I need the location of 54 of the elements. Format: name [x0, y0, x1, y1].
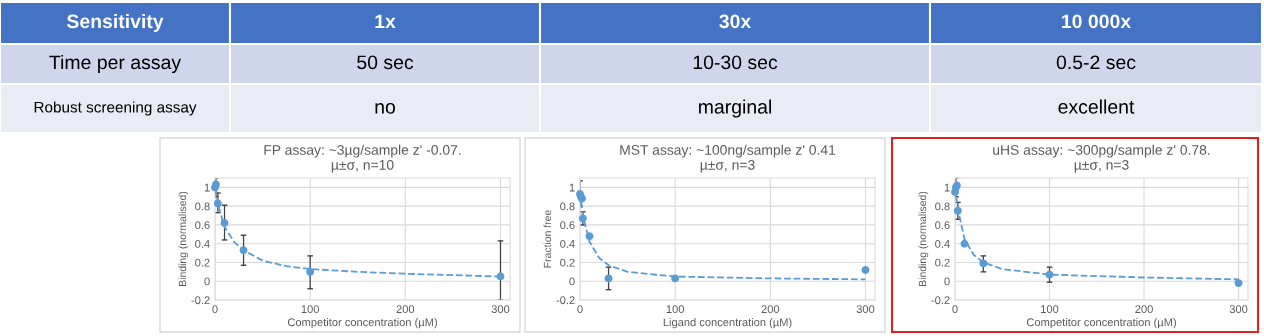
text: Time per assay	[49, 54, 182, 74]
x-tick-label: 100	[301, 305, 319, 314]
x-tick-label: 200	[396, 305, 415, 314]
y-tick-label: -0.2	[191, 296, 210, 305]
x-tick-label: 0	[952, 305, 958, 314]
y-tick-label: 0.2	[935, 258, 950, 267]
text: Robust screening assay	[34, 101, 197, 116]
x-axis-title: Ligand concentration (µM)	[663, 318, 792, 329]
text: 1x	[375, 14, 396, 29]
y-tick-label: -0.2	[931, 296, 950, 305]
y-tick-label: 0.4	[560, 239, 575, 248]
y-axis-title: Binding (normalised)	[178, 191, 189, 286]
y-tick-label: 0.2	[560, 258, 575, 267]
x-tick-label: 100	[666, 305, 684, 314]
x-tick-label: 0	[577, 305, 583, 314]
y-tick-label: 0	[204, 277, 210, 286]
text: no	[375, 103, 395, 114]
y-tick-label: 0.2	[195, 258, 210, 267]
y-tick-label: 0.4	[195, 239, 210, 248]
y-axis-title: Binding (normalised)	[918, 191, 929, 286]
x-tick-label: 300	[856, 305, 875, 314]
y-tick-label: 0.8	[935, 202, 950, 211]
y-tick-label: 0	[944, 277, 950, 286]
text: 50 sec	[357, 55, 414, 70]
text: 10-30 sec	[693, 55, 778, 70]
x-axis-title: Competitor concentration (µM)	[1026, 318, 1176, 329]
y-tick-label: 1	[944, 183, 950, 192]
y-tick-label: 1	[569, 183, 575, 192]
x-tick-label: 100	[1041, 305, 1059, 314]
text: Sensitivity	[66, 13, 164, 33]
text: 30x	[719, 14, 752, 29]
x-tick-label: 200	[1135, 305, 1153, 314]
y-axis-title: Fraction free	[543, 210, 552, 268]
x-tick-label: 300	[1229, 305, 1248, 314]
y-tick-label: 1	[204, 183, 210, 192]
y-tick-label: 0.4	[935, 239, 950, 248]
y-tick-label: 0.6	[195, 221, 210, 230]
y-tick-label: 0.8	[560, 202, 575, 211]
y-tick-label: 0	[569, 277, 575, 286]
x-tick-label: 0	[212, 305, 218, 314]
text: 0.5-2 sec	[1056, 55, 1136, 70]
y-tick-label: 0.6	[560, 221, 575, 230]
chart-title: FP assay: ~3µg/sample z' -0.07. µ±σ, n=10	[264, 144, 461, 173]
x-tick-label: 300	[491, 305, 510, 314]
x-axis-title: Competitor concentration (µM)	[287, 318, 437, 329]
y-tick-label: -0.2	[556, 296, 575, 305]
chart-title: uHS assay: ~300pg/sample z' 0.78. µ±σ, n=3	[993, 144, 1210, 173]
y-tick-label: 0.8	[195, 202, 210, 211]
chart-title: MST assay: ~100ng/sample z' 0.41 µ±σ, n=3	[620, 144, 836, 173]
text: 10 000x	[1062, 14, 1132, 29]
text: excellent	[1058, 99, 1135, 114]
x-tick-label: 200	[761, 305, 780, 314]
y-tick-label: 0.6	[935, 221, 950, 230]
text: marginal	[699, 99, 771, 118]
